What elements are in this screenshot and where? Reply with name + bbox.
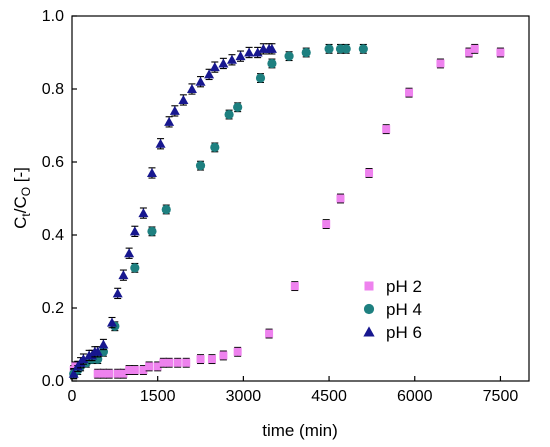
x-axis-title: time (min) <box>262 421 338 440</box>
series-square <box>69 43 505 379</box>
x-tick-label: 3000 <box>226 388 262 405</box>
data-point-square <box>105 369 114 378</box>
data-point-square <box>125 366 134 375</box>
legend: pH 2 pH 4 pH 6 <box>363 277 422 342</box>
data-point-square <box>130 366 139 375</box>
data-point-square <box>207 355 216 364</box>
data-point-triangle <box>146 167 157 177</box>
data-point-square <box>470 44 479 53</box>
data-point-triangle <box>204 69 215 79</box>
legend-label: pH 2 <box>386 277 422 296</box>
data-point-circle <box>147 226 157 236</box>
legend-label: pH 4 <box>386 300 422 319</box>
data-point-square <box>365 168 374 177</box>
data-point-triangle <box>363 326 375 337</box>
data-point-square <box>93 369 102 378</box>
y-tick-label: 1.0 <box>42 8 64 25</box>
data-point-circle <box>195 161 206 171</box>
data-point-square <box>465 48 474 57</box>
data-point-triangle <box>266 43 277 53</box>
data-point-triangle <box>155 138 166 148</box>
data-point-circle <box>255 73 266 83</box>
data-point-circle <box>267 58 277 69</box>
data-point-triangle <box>112 288 123 298</box>
data-point-triangle <box>195 76 206 86</box>
data-point-square <box>119 369 128 378</box>
data-point-square <box>196 355 205 364</box>
data-point-triangle <box>98 339 109 349</box>
data-point-square <box>336 194 345 203</box>
plot-frame <box>71 15 530 382</box>
data-point-square <box>436 59 445 68</box>
data-point-square <box>382 125 391 134</box>
x-tick-label: 1500 <box>140 388 176 405</box>
x-tick-label: 4500 <box>311 388 347 405</box>
data-point-square <box>290 282 299 291</box>
data-point-circle <box>301 47 311 58</box>
data-point-triangle <box>138 208 149 218</box>
y-tick-label: 0.0 <box>42 373 64 390</box>
legend-item: pH 4 <box>363 300 422 319</box>
data-point-circle <box>224 109 234 120</box>
data-point-square <box>145 362 154 371</box>
data-point-triangle <box>226 54 237 64</box>
data-point-triangle <box>129 226 140 236</box>
data-point-triangle <box>106 317 117 327</box>
data-point-square <box>173 358 182 367</box>
data-point-circle <box>233 102 243 112</box>
data-point-triangle <box>186 84 197 93</box>
y-axis-title: Ct/CO [-] <box>11 167 33 229</box>
y-axis: 0.0 0.2 0.4 0.6 0.8 1.0 <box>42 8 77 390</box>
data-point-triangle <box>235 51 246 61</box>
data-point-square <box>265 329 274 338</box>
y-tick-label: 0.2 <box>42 300 64 317</box>
data-point-triangle <box>209 62 220 72</box>
data-point-square <box>113 369 122 378</box>
x-tick-label: 0 <box>68 388 77 405</box>
data-point-square <box>139 366 148 375</box>
series-triangle <box>68 43 277 380</box>
data-point-circle <box>210 142 220 152</box>
data-point-square <box>364 281 374 291</box>
data-point-triangle <box>178 94 189 104</box>
data-point-triangle <box>218 58 229 68</box>
data-point-triangle <box>244 47 255 57</box>
data-point-circle <box>363 303 375 315</box>
data-point-triangle <box>92 346 103 356</box>
data-point-square <box>405 88 414 97</box>
data-point-square <box>159 358 168 367</box>
data-point-triangle <box>169 105 180 115</box>
data-point-circle <box>358 44 368 54</box>
data-point-square <box>219 351 228 360</box>
data-layer <box>68 43 505 380</box>
y-tick-label: 0.8 <box>42 81 64 98</box>
data-point-circle <box>161 204 171 215</box>
data-point-circle <box>130 263 140 273</box>
data-point-square <box>99 369 108 378</box>
legend-item: pH 2 <box>364 277 422 296</box>
data-point-square <box>496 48 505 57</box>
data-point-square <box>182 358 191 367</box>
data-point-triangle <box>164 116 175 126</box>
data-point-square <box>165 358 174 367</box>
data-point-triangle <box>124 248 135 258</box>
x-tick-label: 6000 <box>397 388 433 405</box>
y-tick-label: 0.4 <box>42 227 64 244</box>
data-point-square <box>233 347 242 356</box>
data-point-circle <box>324 44 334 54</box>
legend-item: pH 6 <box>363 323 422 342</box>
data-point-circle <box>341 44 351 54</box>
legend-label: pH 6 <box>386 323 422 342</box>
x-axis: 0 1500 3000 4500 6000 7500 <box>68 376 519 405</box>
x-tick-label: 7500 <box>483 388 519 405</box>
data-point-circle <box>284 51 294 61</box>
data-point-square <box>322 220 331 229</box>
data-point-square <box>153 362 162 371</box>
y-tick-label: 0.6 <box>42 154 64 171</box>
data-point-triangle <box>68 368 79 378</box>
data-point-triangle <box>118 270 129 280</box>
